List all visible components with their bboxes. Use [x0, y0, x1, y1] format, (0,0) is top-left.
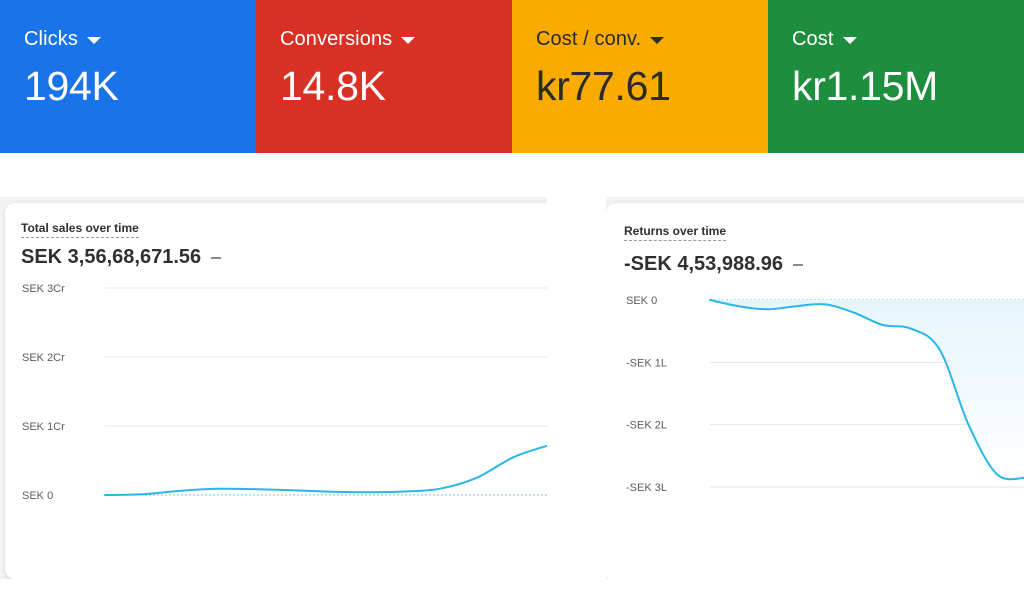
card-total: SEK 3,56,68,671.56: [21, 246, 222, 269]
metric-value: 14.8K: [280, 63, 386, 109]
caret-down-icon[interactable]: [401, 36, 416, 44]
total-value: SEK 3,56,68,671.56: [21, 246, 202, 268]
metric-header[interactable]: Conversions: [280, 28, 512, 51]
metric-label: Cost / conv.: [536, 28, 642, 50]
metric-label: Conversions: [280, 28, 393, 50]
y-tick-label: SEK 0: [626, 295, 657, 307]
caret-down-icon[interactable]: [842, 36, 857, 44]
caret-down-icon[interactable]: [650, 36, 665, 44]
area-fill: [710, 300, 1024, 480]
card-total: -SEK 4,53,988.96: [624, 253, 803, 276]
series-line: [709, 299, 1024, 481]
y-tick-label: SEK 0: [22, 490, 53, 502]
y-tick-label: SEK 3Cr: [22, 283, 65, 295]
total-value: -SEK 4,53,988.96: [624, 253, 783, 275]
metric-value: kr1.15M: [792, 63, 939, 109]
metric-label: Clicks: [24, 28, 78, 50]
bottom-gap: [0, 579, 1024, 593]
metrics-bar: Clicks 194K Conversions 14.8K Cost / con…: [0, 0, 1024, 153]
y-tick-label: -SEK 2L: [626, 420, 667, 432]
metric-label: Cost: [792, 28, 834, 50]
metric-tile-conversions[interactable]: Conversions 14.8K: [256, 0, 512, 153]
y-tick-label: SEK 1Cr: [22, 421, 65, 433]
spacer: [0, 153, 1024, 197]
comparison-dash-icon: [211, 256, 222, 259]
y-tick-label: SEK 2Cr: [22, 352, 65, 364]
returns-area-chart: SEK 0 -SEK 1L -SEK 2L -SEK 3L: [626, 295, 1024, 494]
metric-header[interactable]: Cost / conv.: [536, 28, 768, 51]
metric-tile-cost-per-conversion[interactable]: Cost / conv. kr77.61: [512, 0, 768, 153]
metric-tile-cost[interactable]: Cost kr1.15M: [768, 0, 1024, 153]
sales-chart-card: Total sales over time SEK 3,56,68,671.56…: [5, 203, 565, 579]
metric-tile-clicks[interactable]: Clicks 194K: [0, 0, 256, 153]
comparison-dash-icon: [793, 263, 803, 266]
card-title[interactable]: Returns over time: [624, 224, 727, 241]
card-title[interactable]: Total sales over time: [21, 221, 139, 238]
returns-chart-card: Returns over time -SEK 4,53,988.96 SEK 0…: [606, 203, 1024, 583]
caret-down-icon[interactable]: [86, 36, 101, 44]
divider-gap: [547, 197, 606, 593]
metric-value: kr77.61: [536, 63, 671, 109]
metric-value: 194K: [24, 63, 119, 109]
metric-header[interactable]: Clicks: [24, 28, 256, 51]
series-line: [104, 443, 552, 496]
y-tick-label: -SEK 1L: [626, 357, 667, 369]
y-tick-label: -SEK 3L: [626, 482, 667, 494]
sales-line-chart: SEK 3Cr SEK 2Cr SEK 1Cr SEK 0: [22, 283, 565, 502]
metric-header[interactable]: Cost: [792, 28, 1024, 51]
